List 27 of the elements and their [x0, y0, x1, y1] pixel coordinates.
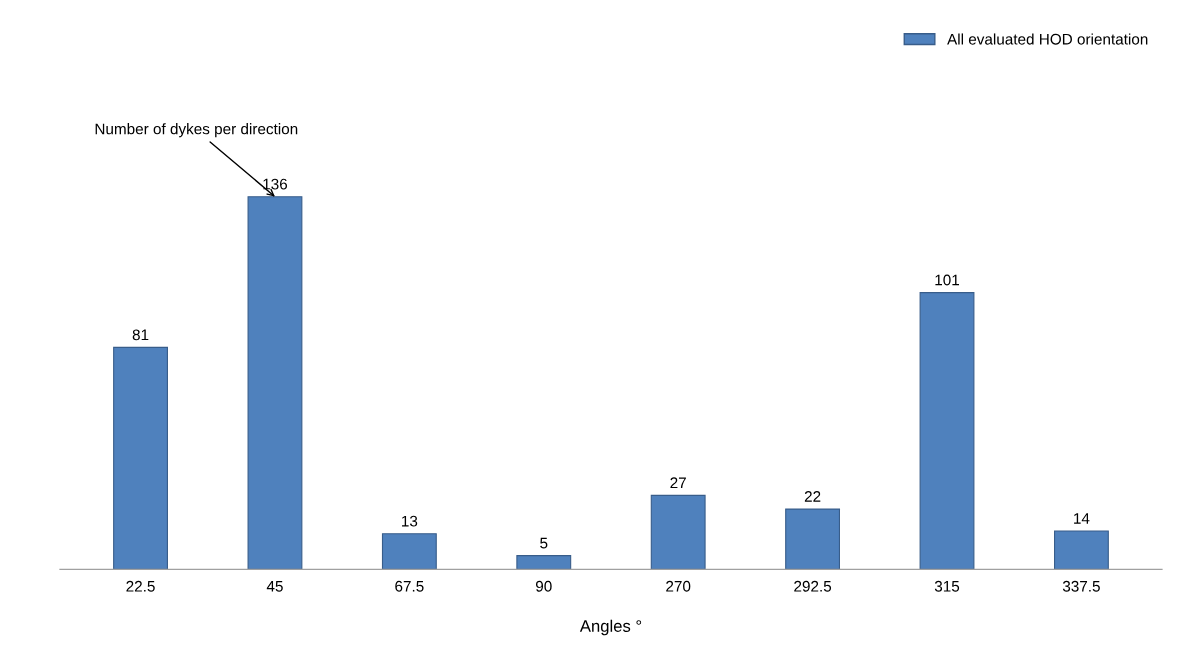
x-tick-label: 22.5: [126, 580, 155, 592]
data-label: 14: [1074, 513, 1090, 524]
bar: [785, 508, 841, 570]
data-label: 81: [132, 329, 149, 341]
bar: [516, 555, 572, 570]
x-axis-title: Angles °: [579, 619, 642, 636]
x-tick-label: 315: [934, 580, 960, 592]
annotation: Number of dykes per direction: [95, 123, 298, 138]
data-label: 27: [670, 477, 686, 489]
bar: [1053, 530, 1109, 570]
x-tick-label: 292.5: [794, 580, 832, 592]
legend-label: All evaluated HOD orientation: [947, 33, 1148, 45]
bar: [113, 346, 168, 570]
x-tick-label: 67.5: [395, 580, 424, 592]
data-label: 22: [804, 491, 821, 502]
x-tick-label: 337.5: [1062, 580, 1100, 592]
bar: [919, 292, 975, 570]
bar: [650, 494, 706, 570]
x-tick-label: 90: [536, 580, 552, 592]
bar: [381, 533, 437, 570]
bar: [247, 196, 303, 570]
data-label: 13: [402, 515, 418, 527]
data-label: 101: [935, 274, 960, 286]
data-label: 136: [263, 178, 288, 190]
data-label: 5: [540, 537, 548, 549]
x-tick-label: 45: [266, 581, 283, 592]
x-tick-label: 270: [666, 580, 691, 592]
